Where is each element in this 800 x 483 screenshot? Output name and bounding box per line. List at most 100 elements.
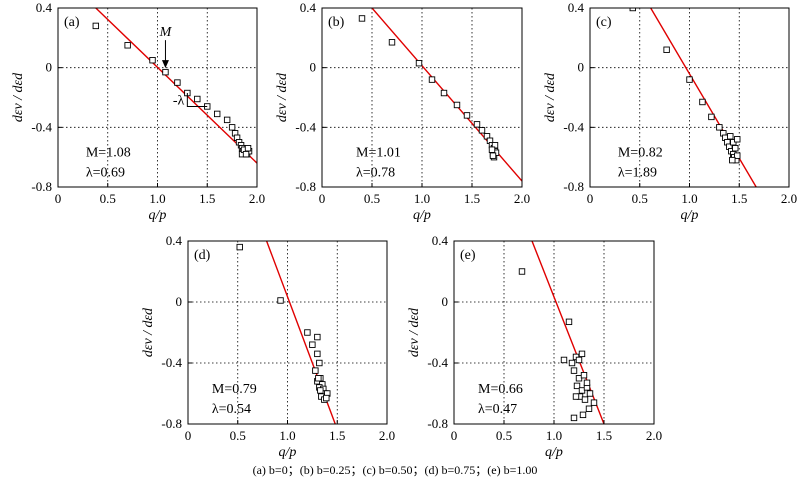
data-point <box>316 359 323 367</box>
y-tick-label: -0.8 <box>427 416 448 431</box>
x-tick-label: 2.0 <box>249 191 265 206</box>
data-point <box>585 405 593 412</box>
chart-panel-5: 0 0.5 1.0 1.5 2.0 0.4 0 -0.4 -0.8 q/p dεv / dεd (e)… <box>407 233 662 460</box>
y-tick-label: -0.8 <box>31 179 52 194</box>
data-point <box>149 57 156 64</box>
data-point <box>314 333 321 341</box>
data-point <box>228 124 236 131</box>
m-value-label: M=0.79 <box>212 382 257 397</box>
y-tick-label: -0.4 <box>295 119 316 134</box>
data-point <box>453 101 461 109</box>
data-point <box>729 156 736 164</box>
x-tick-label: 0.5 <box>230 428 246 443</box>
x-tick-label: 2.0 <box>781 191 797 206</box>
data-point <box>518 268 526 275</box>
panel-id: (a) <box>64 15 80 30</box>
x-axis-label: q/p <box>545 445 563 460</box>
plot-area <box>518 241 605 424</box>
chart-panel-2: 0 0.5 1.0 1.5 2.0 0.4 0 -0.4 -0.8 q/p dεv / dεd (b)… <box>275 0 530 223</box>
data-point <box>578 350 586 358</box>
plot-area <box>358 8 522 182</box>
chart-panel-3: 0 0.5 1.0 1.5 2.0 0.4 0 -0.4 -0.8 q/p dεv / dεd (c)… <box>543 0 797 223</box>
x-tick-label: 0.5 <box>632 191 648 206</box>
y-tick-label: 0 <box>442 294 449 309</box>
chart-panels: 0 0.5 1.0 1.5 2.0 0.4 0 -0.4 -0.8 q/p dεv / dεd (a)… <box>11 0 797 460</box>
x-tick-label: 2.0 <box>379 428 395 443</box>
plot-area <box>236 241 336 424</box>
data-point <box>162 68 169 76</box>
figure-caption: (a) b=0；(b) b=0.25；(c) b=0.50；(d) b=0.75… <box>253 463 538 477</box>
x-axis-label: q/p <box>681 208 699 223</box>
data-point <box>699 98 706 106</box>
fit-line <box>531 241 605 424</box>
data-point <box>317 387 324 394</box>
panel-id: (b) <box>328 15 345 30</box>
m-value-label: M=0.66 <box>478 382 523 397</box>
data-point <box>575 356 583 364</box>
y-tick-label: 0 <box>46 60 53 75</box>
data-point <box>478 127 486 134</box>
data-point <box>727 133 734 140</box>
lambda-value-label: λ=0.47 <box>478 402 517 417</box>
x-tick-label: 0.5 <box>364 191 380 206</box>
data-point <box>734 152 741 159</box>
y-tick-label: -0.4 <box>427 355 448 370</box>
x-tick-label: 0 <box>185 428 192 443</box>
data-point <box>568 359 576 367</box>
y-tick-label: -0.4 <box>31 119 52 134</box>
data-point <box>572 393 580 400</box>
data-point <box>583 379 591 387</box>
data-point <box>194 95 201 103</box>
y-tick-label: 0.4 <box>432 233 449 248</box>
y-axis-label: dεv / dεd <box>141 307 156 357</box>
x-tick-label: 2.0 <box>514 191 530 206</box>
x-tick-label: 0.5 <box>100 191 116 206</box>
data-point <box>463 112 471 119</box>
x-axis-label: q/p <box>279 445 297 460</box>
data-point <box>213 110 221 118</box>
fit-line <box>650 8 757 187</box>
data-point <box>358 15 366 22</box>
x-tick-label: 1.0 <box>149 191 165 206</box>
x-tick-label: 1.5 <box>596 428 612 443</box>
arrow-head <box>161 60 169 69</box>
data-point <box>415 59 423 67</box>
y-tick-label: 0.4 <box>300 0 317 15</box>
y-tick-label: 0.4 <box>568 0 585 15</box>
x-tick-label: 1.5 <box>731 191 747 206</box>
lambda-value-label: λ=0.69 <box>86 165 125 180</box>
plot-area <box>92 8 257 164</box>
m-value-label: M=0.82 <box>618 146 663 161</box>
data-point <box>488 146 496 153</box>
data-point <box>716 124 723 131</box>
y-axis-label: dεv / dεd <box>407 307 422 357</box>
y-axis-label: dεv / dεd <box>11 72 26 122</box>
data-point <box>560 356 568 364</box>
chart-panel-1: 0 0.5 1.0 1.5 2.0 0.4 0 -0.4 -0.8 q/p dεv / dεd (a)… <box>11 0 265 223</box>
data-point <box>473 121 481 128</box>
slope-label: -λ <box>173 94 185 109</box>
data-point <box>174 79 181 86</box>
x-axis-label: q/p <box>149 208 167 223</box>
lambda-value-label: λ=0.78 <box>356 165 395 180</box>
x-tick-label: 1.5 <box>199 191 215 206</box>
data-point <box>573 382 581 390</box>
data-point <box>579 411 587 419</box>
y-tick-label: -0.8 <box>295 179 316 194</box>
y-tick-label: -0.4 <box>161 355 182 370</box>
data-point <box>304 329 311 336</box>
data-point <box>586 390 594 397</box>
data-point <box>570 414 578 422</box>
data-point <box>314 350 321 358</box>
data-point <box>581 396 589 403</box>
data-point <box>277 297 284 304</box>
data-point <box>124 42 131 49</box>
y-tick-label: 0 <box>310 60 317 75</box>
arrow-label: M <box>159 25 173 40</box>
data-point <box>734 136 741 143</box>
y-axis-label: dεv / dεd <box>275 72 290 122</box>
m-value-label: M=1.08 <box>86 146 131 161</box>
y-tick-label: -0.4 <box>563 119 584 134</box>
m-value-label: M=1.01 <box>356 146 401 161</box>
